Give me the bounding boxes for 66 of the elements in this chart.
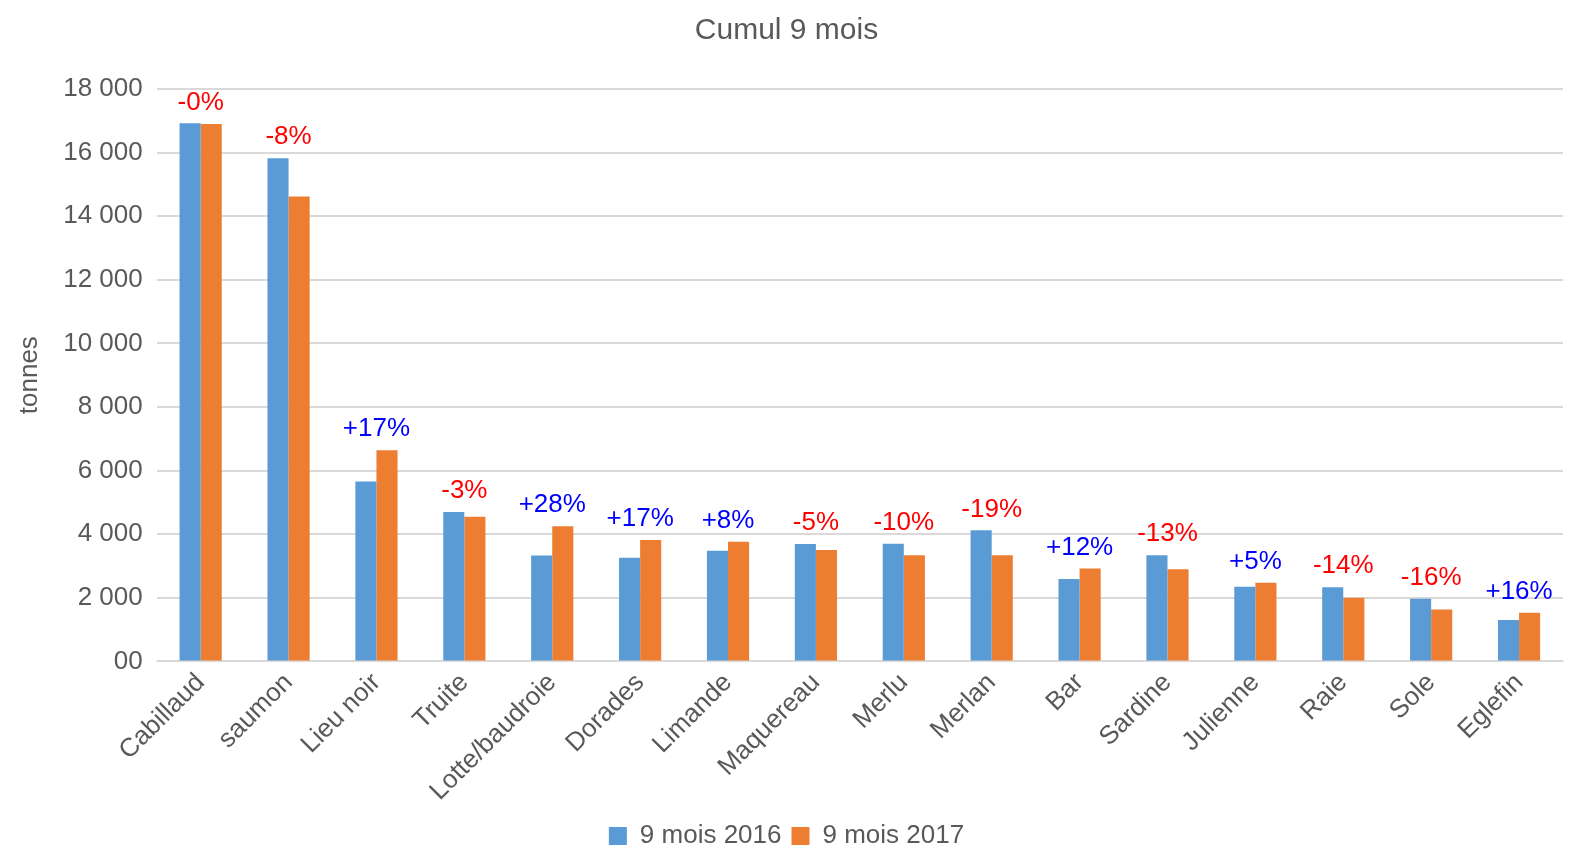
annotation: -10% [873,505,935,536]
bar [1410,598,1432,661]
annotation: -3% [441,474,488,505]
bar [288,196,310,661]
bar [200,123,222,661]
bar [882,543,904,661]
annotation: +17% [342,412,411,443]
bar [728,541,750,661]
bar [355,481,377,661]
annotation: -0% [177,85,224,116]
annotation: +8% [701,503,755,534]
bar [1497,620,1520,661]
legend-label: 9 mois 2016 [639,819,782,850]
x-tick-label: Raie [1293,666,1353,726]
bar [815,550,838,661]
x-tick-label: Bar [1039,666,1090,717]
bar [443,511,465,661]
y-tick-label: 10 000 [63,326,143,357]
legend-label: 9 mois 2017 [822,819,965,850]
annotation: +17% [606,502,674,533]
bar [1058,579,1080,661]
y-tick-label: 18 000 [63,72,143,103]
bar [619,557,641,661]
bar [1255,582,1277,661]
bar [1146,555,1168,661]
bar [1322,587,1344,661]
bar [1167,569,1189,661]
bar [991,555,1013,661]
bar [1234,586,1256,661]
bar [794,544,816,661]
bar [640,539,662,661]
annotation: -5% [792,506,840,537]
x-tick-label: Lieu noir [294,666,387,759]
y-tick-label: 12 000 [63,262,143,293]
annotation: -19% [961,492,1023,523]
bar [1343,597,1365,661]
bar [267,158,289,661]
annotation: +12% [1045,530,1114,561]
bar [970,530,992,661]
y-tick-label: 14 000 [63,199,143,230]
y-axis-title: tonnes [12,336,43,415]
y-tick-label: 4 000 [77,517,143,548]
bar [552,526,574,661]
x-tick-label: Sole [1382,666,1441,725]
chart-title: Cumul 9 mois [694,12,879,46]
y-tick-label: 00 [113,644,143,675]
y-tick-label: 16 000 [63,135,143,166]
annotation: -13% [1137,517,1198,548]
annotation: +16% [1485,574,1553,605]
annotation: +5% [1228,545,1282,576]
annotation: -16% [1400,560,1462,591]
y-tick-label: 2 000 [77,580,143,611]
bar [903,555,925,661]
bar [1431,609,1453,661]
y-tick-label: 6 000 [77,453,143,484]
bar [531,555,553,661]
bar [376,450,398,661]
bar [179,123,201,661]
y-tick-label: 8 000 [77,390,143,421]
bar [1079,568,1101,661]
annotation: -14% [1312,549,1374,580]
annotation: +28% [518,488,586,519]
annotation: -8% [265,120,312,151]
bar [464,516,486,661]
bar [1519,612,1541,661]
bar [706,550,729,661]
